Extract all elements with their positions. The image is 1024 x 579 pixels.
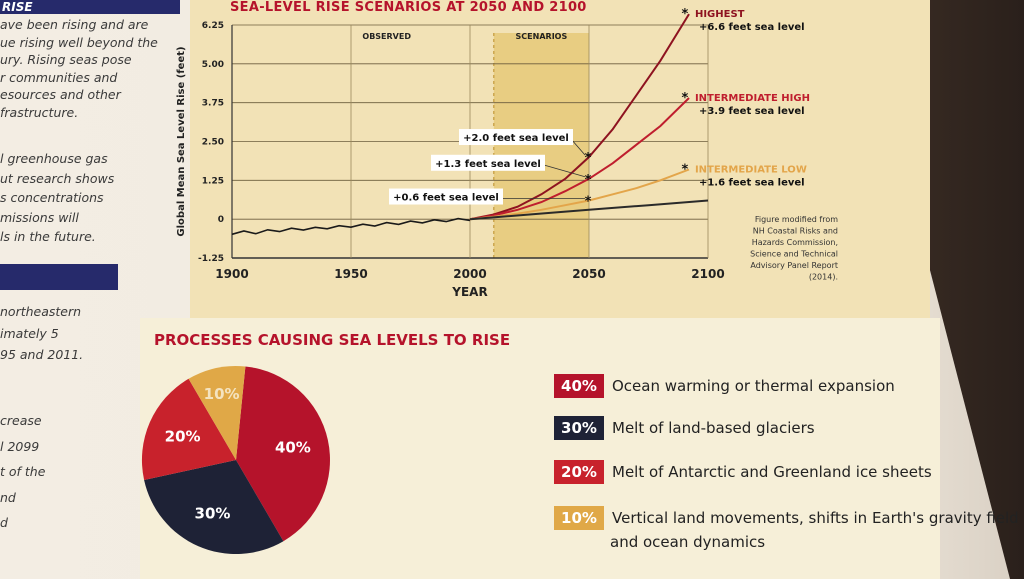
legend-description: Melt of land-based glaciers	[612, 419, 815, 437]
legend-swatch-label: 20%	[554, 460, 604, 484]
region-label-scenarios: SCENARIOS	[516, 32, 568, 41]
left-text-line: 95 and 2011.	[0, 347, 84, 362]
pie-slice-label: 30%	[195, 504, 231, 522]
left-text-line: ave been rising and are	[0, 17, 149, 32]
x-tick-label: 2050	[572, 267, 605, 281]
pie-slice	[141, 378, 236, 480]
left-text-line: r communities and	[0, 69, 118, 85]
legend-description: Ocean warming or thermal expansion	[612, 377, 895, 395]
callout-label: +0.6 feet sea level	[393, 193, 499, 204]
series-line-intermediate-high	[469, 97, 690, 221]
source-note-line: NH Coastal Risks and	[753, 227, 838, 236]
left-text-line: t of the	[0, 464, 46, 479]
left-text-line: nd	[0, 489, 16, 505]
series-value-label: +6.6 feet sea level	[699, 22, 805, 33]
y-axis-label: Global Mean Sea Level Rise (feet)	[176, 46, 187, 236]
left-text-line: l greenhouse gas	[0, 151, 108, 166]
y-tick-label: -1.25	[198, 254, 224, 264]
y-tick-label: 3.75	[202, 99, 224, 109]
left-text-line: s concentrations	[0, 190, 104, 205]
pie-slice	[188, 366, 246, 460]
legend-description: Melt of Antarctic and Greenland ice shee…	[612, 463, 932, 481]
left-heading: RISE	[0, 0, 180, 14]
series-name-label: INTERMEDIATE HIGH	[695, 93, 810, 104]
series-line-intermediate-low	[469, 168, 690, 221]
source-note-line: Hazards Commission,	[752, 238, 838, 247]
legend-description: Vertical land movements, shifts in Earth…	[612, 509, 1019, 527]
series-end-star: *	[682, 7, 689, 22]
callout-box	[459, 129, 573, 146]
left-text-line: ut research shows	[0, 170, 115, 186]
series-line-highest	[469, 13, 690, 221]
scenario-band	[493, 33, 589, 258]
left-section-bar	[0, 264, 118, 290]
left-text-line: d	[0, 515, 8, 530]
pie-slice-label: 40%	[275, 439, 311, 457]
legend-description-line2: and ocean dynamics	[610, 533, 766, 551]
y-tick-label: 5.00	[202, 60, 224, 70]
callout-star: *	[585, 151, 592, 166]
chart-title: SEA-LEVEL RISE SCENARIOS AT 2050 AND 210…	[230, 0, 587, 15]
x-tick-label: 2000	[453, 267, 486, 281]
series-value-label: +3.9 feet sea level	[699, 106, 805, 117]
pie-slice	[144, 460, 284, 555]
left-column: RISE ave been rising and are ue rising we…	[0, 0, 180, 579]
series-value-label: +1.6 feet sea level	[699, 177, 805, 188]
callout-label: +2.0 feet sea level	[463, 133, 569, 144]
source-note-line: Science and Technical	[750, 250, 838, 259]
callout-leader	[542, 164, 586, 178]
left-text-line: ls in the future.	[0, 229, 96, 244]
source-note-line: Advisory Panel Report	[750, 261, 838, 270]
x-tick-label: 1900	[215, 267, 248, 281]
callout-star: *	[585, 195, 592, 210]
pie-slice-label: 10%	[204, 385, 240, 403]
callout-box	[431, 154, 545, 171]
source-note-line: (2014).	[809, 273, 838, 282]
observed-series-line	[231, 217, 471, 236]
x-tick-label: 1950	[334, 267, 367, 281]
left-text-line: northeastern	[0, 304, 82, 319]
left-text-line: missions will	[0, 209, 79, 225]
x-tick-label: 2100	[691, 267, 724, 281]
sea-level-chart: 6.25 5.00 3.75 2.50 1.25 0 -1.25 1900 1950 2000 20…	[176, 7, 838, 299]
processes-pie-chart: 40% 30% 20% 10%	[141, 366, 330, 555]
series-name-label: INTERMEDIATE LOW	[695, 164, 807, 175]
y-tick-label: 0	[218, 215, 224, 225]
callout-box	[389, 188, 503, 205]
series-end-star: *	[682, 91, 689, 106]
x-axis-label: YEAR	[451, 285, 487, 299]
y-tick-label: 6.25	[202, 21, 224, 31]
left-text-line: frastructure.	[0, 104, 79, 120]
left-text-line: imately 5	[0, 325, 59, 341]
callout-star: *	[585, 173, 592, 188]
left-text-line: l 2099	[0, 438, 40, 454]
pie-slice-label: 20%	[165, 428, 201, 446]
left-text-line: ue rising well beyond the	[0, 34, 158, 50]
series-line-baseline	[469, 199, 709, 221]
source-note-line: Figure modified from	[755, 215, 838, 224]
series-name-label: HIGHEST	[695, 9, 745, 20]
y-tick-label: 1.25	[202, 176, 224, 186]
region-label-observed: OBSERVED	[362, 32, 411, 41]
legend-swatch-label: 40%	[554, 374, 604, 398]
pie-slice	[236, 366, 330, 542]
left-text-line: ury. Rising seas pose	[0, 52, 132, 67]
y-tick-label: 2.50	[202, 138, 224, 148]
pie-title: PROCESSES CAUSING SEA LEVELS TO RISE	[154, 331, 511, 349]
callout-leader	[570, 138, 586, 156]
callout-label: +1.3 feet sea level	[435, 159, 541, 170]
series-end-star: *	[682, 162, 689, 177]
legend-swatch-label: 10%	[554, 506, 604, 530]
left-text-line: esources and other	[0, 87, 121, 102]
legend-swatch-label: 30%	[554, 416, 604, 440]
left-text-line: crease	[0, 413, 42, 428]
